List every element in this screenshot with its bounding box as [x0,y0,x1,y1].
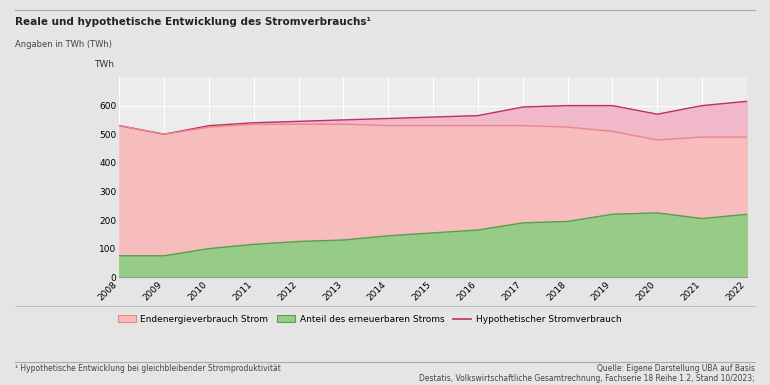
Text: TWh: TWh [94,60,114,69]
Text: ¹ Hypothetische Entwicklung bei gleichbleibender Stromproduktivität: ¹ Hypothetische Entwicklung bei gleichbl… [15,364,281,373]
Text: Angaben in TWh (TWh): Angaben in TWh (TWh) [15,40,112,49]
Text: Reale und hypothetische Entwicklung des Stromverbrauchs¹: Reale und hypothetische Entwicklung des … [15,17,371,27]
Legend: Endenergieverbrauch Strom, Anteil des erneuerbaren Stroms, Hypothetischer Stromv: Endenergieverbrauch Strom, Anteil des er… [115,312,624,326]
Text: Quelle: Eigene Darstellung UBA auf Basis
Destatis, Volkswirtschaftliche Gesamtre: Quelle: Eigene Darstellung UBA auf Basis… [419,364,755,385]
